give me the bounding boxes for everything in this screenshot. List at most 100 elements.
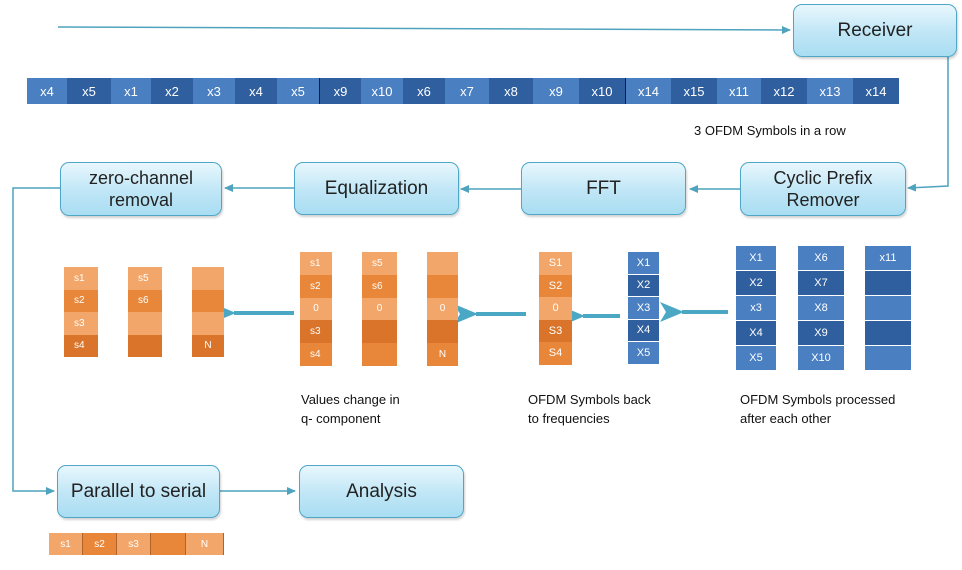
- grid-cell: [162, 289, 192, 312]
- symbol-cell: X5: [736, 346, 776, 371]
- grid-cell: 0: [362, 297, 397, 321]
- stream-cell: x4: [27, 78, 67, 104]
- equalized-grid: s1 s5 s2 s6 0 0 0 s3 s4 N: [300, 252, 458, 366]
- stream-cell: x10: [361, 78, 403, 104]
- caption-three-symbols: 3 OFDM Symbols in a row: [694, 123, 846, 138]
- caption-processed: OFDM Symbols processed after each other: [740, 392, 896, 426]
- grid-cell: [128, 312, 162, 335]
- symbol-cell: X1: [736, 246, 776, 271]
- grid-cell: s4: [300, 343, 332, 366]
- symbol-cell: [865, 271, 911, 296]
- grid-cell: 0: [300, 297, 332, 321]
- stream-cell: x14: [625, 78, 671, 104]
- receiver-to-cpr-arrow: [907, 57, 949, 192]
- serial-cell: s3: [117, 533, 151, 555]
- stream-cell: x4: [235, 78, 277, 104]
- stream-cell: x5: [277, 78, 319, 104]
- symbol-cell: x3: [736, 296, 776, 321]
- equalization-box: Equalization: [294, 162, 459, 215]
- symbol-cell: [865, 321, 911, 346]
- stream-cell: x7: [445, 78, 489, 104]
- grid-cell: [98, 267, 128, 290]
- symbol-cell: X5: [628, 342, 659, 365]
- serial-cell: s1: [49, 533, 83, 555]
- fft-box: FFT: [521, 162, 686, 215]
- symbol-cell: X2: [736, 271, 776, 296]
- ofdm-stream: x4 x5 x1 x2 x3 x4 x5 x9 x10 x6 x7 x8 x9 x10 x14 x15 x11 x…: [27, 78, 899, 104]
- caption-back-to-frequencies: OFDM Symbols back to frequencies: [528, 392, 651, 426]
- input-arrow: [57, 25, 791, 34]
- stream-cell: x13: [807, 78, 853, 104]
- grid-cell: [332, 274, 362, 298]
- serial-output-row: s1 s2 s3 N: [49, 533, 224, 555]
- grid-cell: [397, 320, 427, 344]
- grid-cell: [427, 274, 458, 298]
- frequency-cell: S3: [539, 319, 572, 342]
- frequency-cell: S4: [539, 342, 572, 365]
- stream-cell: x14: [853, 78, 899, 104]
- grid-cell: [427, 252, 458, 275]
- grid-cell: [332, 320, 362, 344]
- symbol-cell: X7: [798, 271, 844, 296]
- grid-cell: [162, 267, 192, 290]
- grid-cell: s6: [128, 289, 162, 312]
- grid-cell: [397, 252, 427, 275]
- stream-cell: x9: [319, 78, 361, 104]
- grid-cell: [362, 320, 397, 344]
- frequency-cell: 0: [539, 297, 572, 320]
- zero-channel-to-p2s-arrow: [12, 187, 60, 495]
- grid-cell: [332, 297, 362, 321]
- grid-cell: s3: [300, 320, 332, 344]
- grid-cell: s3: [64, 312, 98, 335]
- zero-removed-grid: s1 s5 s2 s6 s3 s4 N: [64, 267, 224, 357]
- symbol-cell: X8: [798, 296, 844, 321]
- stream-cell: x11: [717, 78, 761, 104]
- grid-cell: s5: [128, 267, 162, 290]
- grid-cell: s1: [64, 267, 98, 290]
- serial-cell: N: [186, 533, 224, 555]
- symbol-cell: X2: [628, 274, 659, 297]
- grid-cell: [397, 297, 427, 321]
- symbol-column-2: X6 X7 X8 X9 X10: [798, 246, 844, 371]
- grid-cell: [192, 312, 224, 335]
- stream-cell: x9: [533, 78, 579, 104]
- grid-cell: [397, 274, 427, 298]
- receiver-box: Receiver: [793, 4, 957, 57]
- symbol-cell: X4: [628, 319, 659, 342]
- grid-cell: s6: [362, 274, 397, 298]
- stream-cell: x1: [111, 78, 151, 104]
- grid-cell: [162, 312, 192, 335]
- grid-cell: [192, 289, 224, 312]
- symbol-column-3: x11: [865, 246, 911, 371]
- grid-cell: [128, 334, 162, 357]
- serial-cell: [151, 533, 186, 555]
- frequency-cell: S1: [539, 252, 572, 275]
- symbol-cell: X3: [628, 297, 659, 320]
- grid-cell: [98, 289, 128, 312]
- symbol-cell: X10: [798, 346, 844, 371]
- frequency-cell: S2: [539, 274, 572, 297]
- stream-cell: x12: [761, 78, 807, 104]
- symbol-cell: [865, 346, 911, 371]
- grid-cell: [332, 343, 362, 366]
- grid-cell: [98, 312, 128, 335]
- symbol-cell: [865, 296, 911, 321]
- caption-values-change: Values change in q- component: [301, 392, 400, 426]
- grid-cell: s5: [362, 252, 397, 275]
- stream-cell: x2: [151, 78, 193, 104]
- grid-cell: [362, 343, 397, 366]
- symbol-cell: X9: [798, 321, 844, 346]
- stream-cell: x5: [67, 78, 111, 104]
- grid-cell: N: [192, 334, 224, 357]
- stream-cell: x10: [579, 78, 625, 104]
- grid-cell: N: [427, 343, 458, 366]
- stream-cell: x6: [403, 78, 445, 104]
- grid-cell: [98, 334, 128, 357]
- grid-cell: [427, 320, 458, 344]
- symbol-cell: X4: [736, 321, 776, 346]
- stream-cell: x15: [671, 78, 717, 104]
- grid-cell: s1: [300, 252, 332, 275]
- frequency-column: S1 S2 0 S3 S4: [539, 252, 572, 365]
